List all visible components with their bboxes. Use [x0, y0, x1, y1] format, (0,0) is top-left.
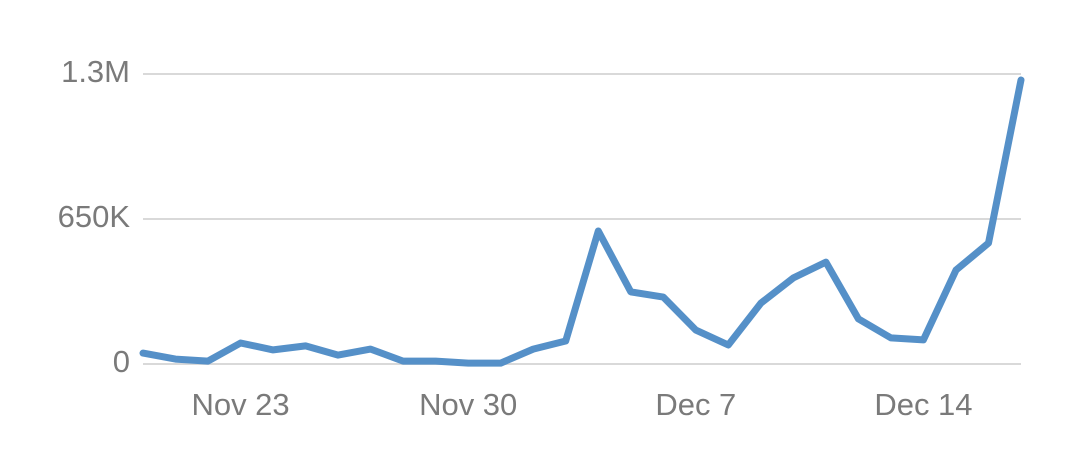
y-tick-label: 650K	[58, 199, 131, 234]
data-line	[139, 76, 1025, 367]
x-tick-label: Nov 30	[419, 387, 517, 422]
x-tick-label: Nov 23	[191, 387, 289, 422]
y-tick-label: 1.3M	[61, 54, 130, 89]
x-tick-label: Dec 7	[655, 387, 736, 422]
x-tick-label: Dec 14	[874, 387, 972, 422]
y-tick-label: 0	[113, 344, 130, 379]
